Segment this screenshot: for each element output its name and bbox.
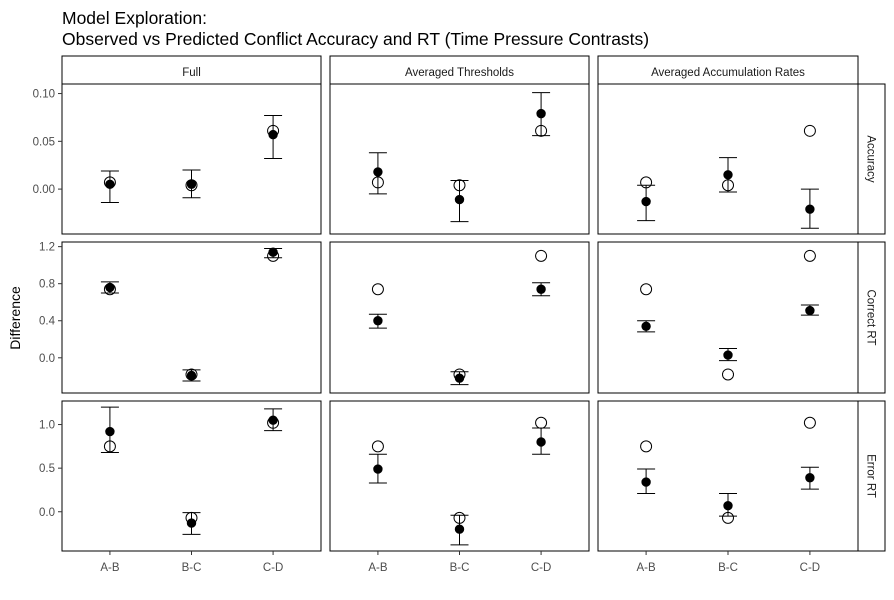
x-tick-label: B-C — [182, 562, 202, 574]
chart-title: Model Exploration: — [62, 8, 207, 28]
predicted-point — [454, 373, 465, 383]
facet-strip-column — [329, 55, 590, 85]
x-tick-label: C-D — [263, 562, 283, 574]
facet-strip-column — [61, 55, 322, 85]
observed-point — [722, 368, 734, 381]
y-tick-label: 0.8 — [39, 279, 55, 291]
x-tick-label: A-B — [637, 562, 657, 574]
x-tick-label: C-D — [800, 562, 820, 574]
observed-point — [722, 179, 734, 192]
facet-strip-label: Correct RT — [865, 289, 877, 345]
predicted-point — [723, 350, 733, 360]
predicted-point — [373, 464, 383, 474]
facet-strip-row — [857, 241, 886, 394]
predicted-point — [536, 284, 546, 294]
panel-frame — [597, 241, 859, 394]
y-tick-label: 0.05 — [33, 136, 55, 148]
panel-frame — [61, 241, 322, 394]
predicted-point — [641, 321, 651, 332]
y-tick-label: 1.0 — [39, 420, 55, 432]
predicted-point — [268, 247, 278, 257]
predicted-point — [105, 426, 115, 437]
predicted-point — [723, 170, 733, 180]
facet-strip-label: Error RT — [865, 454, 877, 498]
predicted-point — [186, 518, 197, 528]
predicted-point — [373, 316, 383, 326]
x-tick-label: B-C — [450, 562, 470, 574]
observed-point — [803, 249, 816, 262]
chart-subtitle: Observed vs Predicted Conflict Accuracy … — [62, 29, 650, 49]
observed-point — [640, 176, 653, 189]
facet-strip-label: Averaged Thresholds — [405, 67, 514, 79]
predicted-point — [805, 305, 815, 316]
panel-frame — [61, 83, 322, 235]
facet-strip-column — [597, 55, 859, 85]
x-tick-label: A-B — [100, 562, 120, 574]
observed-point — [803, 124, 816, 137]
observed-point — [371, 283, 384, 296]
predicted-point — [186, 179, 197, 190]
predicted-point — [805, 204, 815, 214]
y-tick-label: 0.4 — [39, 316, 56, 328]
observed-point — [103, 440, 116, 453]
predicted-point — [373, 167, 383, 177]
predicted-point — [536, 108, 546, 119]
observed-point — [453, 179, 466, 192]
facet-strip-label: Accuracy — [865, 135, 877, 183]
y-tick-label: 0.0 — [39, 353, 55, 365]
observed-point — [722, 511, 734, 524]
y-tick-label: 0.5 — [39, 463, 55, 475]
panel-frame — [597, 83, 859, 235]
facet-strip-row — [857, 83, 886, 235]
predicted-point — [805, 473, 815, 483]
facet-strip-label: Full — [182, 67, 201, 79]
y-tick-label: 0.10 — [33, 89, 55, 101]
x-tick-label: A-B — [368, 562, 388, 574]
observed-point — [371, 440, 384, 453]
panel-frame — [329, 83, 590, 235]
y-tick-label: 1.2 — [39, 242, 55, 254]
y-tick-label: 0.00 — [33, 184, 55, 196]
predicted-point — [641, 196, 651, 207]
observed-point — [640, 440, 653, 453]
predicted-point — [105, 179, 115, 190]
observed-point — [535, 124, 548, 137]
facet-strip-row — [857, 400, 886, 552]
predicted-point — [268, 415, 278, 425]
observed-point — [453, 511, 466, 524]
y-axis-title: Difference — [7, 286, 23, 350]
predicted-point — [186, 370, 197, 381]
panel-frame — [329, 241, 590, 394]
predicted-point — [454, 194, 465, 205]
x-tick-label: B-C — [718, 562, 738, 574]
observed-point — [640, 283, 653, 296]
y-tick-label: 0.0 — [39, 507, 55, 519]
predicted-point — [105, 282, 115, 293]
panel-frame — [597, 400, 859, 552]
predicted-point — [641, 477, 651, 487]
observed-point — [535, 416, 548, 429]
predicted-point — [268, 129, 278, 140]
observed-point — [535, 249, 548, 262]
predicted-point — [536, 437, 546, 447]
predicted-point — [723, 500, 733, 511]
facet-strip-label: Averaged Accumulation Rates — [651, 67, 805, 79]
observed-point — [371, 176, 384, 189]
x-tick-label: C-D — [531, 562, 551, 574]
observed-point — [803, 416, 816, 429]
predicted-point — [454, 524, 465, 534]
